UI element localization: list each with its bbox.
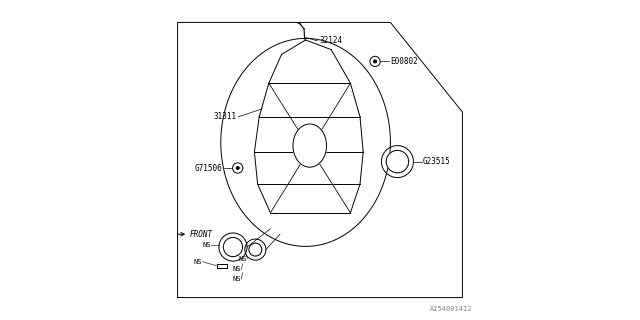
Text: G23515: G23515: [423, 157, 451, 166]
Text: FRONT: FRONT: [189, 230, 212, 239]
Circle shape: [387, 150, 409, 173]
Text: AI54001412: AI54001412: [429, 306, 472, 312]
Text: NS: NS: [232, 276, 241, 282]
Circle shape: [374, 60, 376, 63]
Text: E00802: E00802: [390, 57, 417, 66]
Circle shape: [249, 243, 262, 256]
Text: NS: NS: [239, 256, 247, 261]
Circle shape: [237, 167, 239, 169]
Text: NS: NS: [202, 242, 211, 248]
Text: G71506: G71506: [195, 164, 223, 172]
Text: NS: NS: [232, 267, 241, 272]
Circle shape: [370, 56, 380, 67]
Ellipse shape: [293, 124, 326, 167]
Text: 32124: 32124: [319, 36, 342, 45]
Text: NS: NS: [194, 259, 202, 265]
Circle shape: [223, 237, 243, 257]
Circle shape: [233, 163, 243, 173]
Text: 31311: 31311: [214, 112, 237, 121]
